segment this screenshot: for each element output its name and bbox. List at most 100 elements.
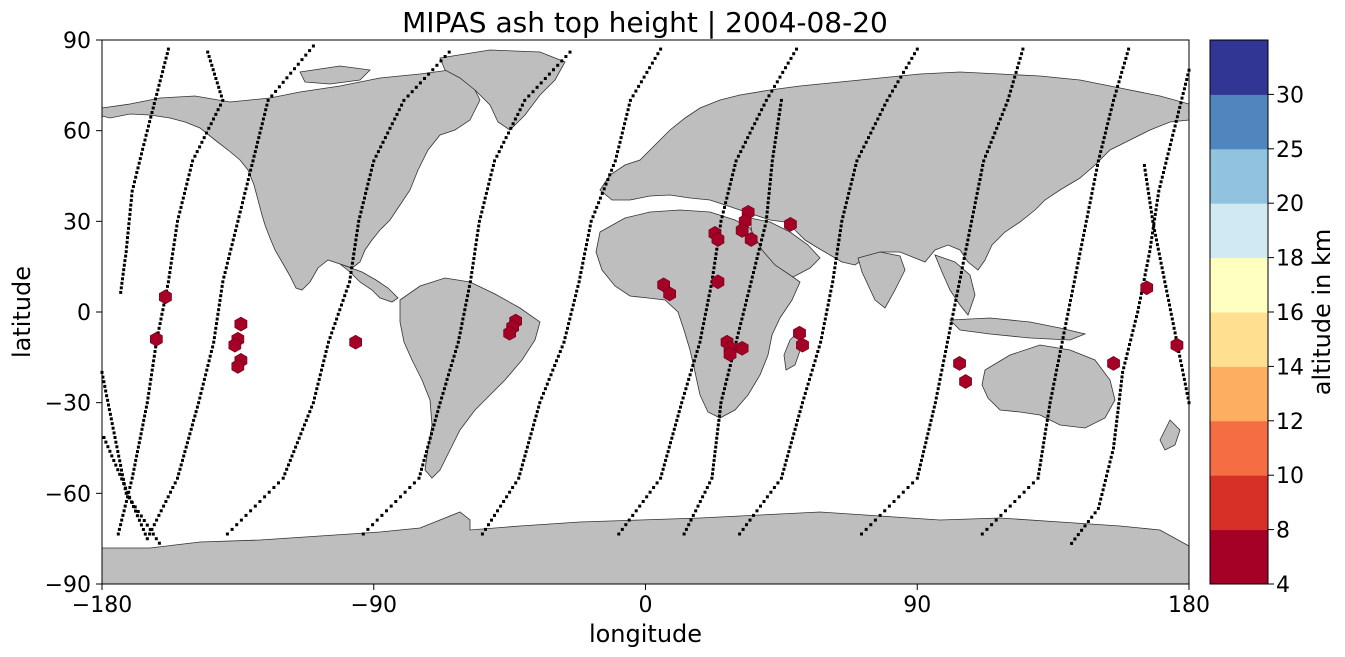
- track-point: [135, 171, 139, 174]
- track-point: [896, 80, 900, 84]
- ash-marker: [1140, 280, 1154, 296]
- track-point: [547, 377, 551, 381]
- track-point: [930, 414, 934, 418]
- track-point: [439, 59, 443, 63]
- track-point: [995, 126, 999, 130]
- track-point: [770, 164, 774, 167]
- track-point: [1139, 296, 1142, 300]
- track-point: [711, 467, 715, 471]
- track-point: [703, 490, 707, 494]
- track-point: [357, 219, 361, 223]
- track-point: [361, 532, 365, 536]
- track-point: [1156, 194, 1160, 198]
- track-point: [301, 427, 305, 431]
- track-point: [221, 98, 225, 102]
- track-point: [426, 445, 430, 449]
- track-point: [709, 284, 713, 288]
- track-point: [623, 122, 627, 126]
- track-point: [107, 408, 111, 412]
- track-point: [768, 187, 771, 191]
- track-point: [231, 238, 235, 242]
- track-point: [789, 56, 793, 60]
- track-point: [516, 112, 520, 116]
- track-point: [495, 154, 499, 158]
- track-point: [1004, 103, 1008, 107]
- track-point: [619, 136, 623, 140]
- track-point: [819, 340, 823, 344]
- track-point: [638, 504, 642, 508]
- track-point: [122, 268, 126, 272]
- track-point: [205, 131, 208, 135]
- track-point: [202, 136, 206, 140]
- track-point: [604, 182, 608, 186]
- track-point: [719, 405, 722, 409]
- track-point: [1045, 418, 1049, 422]
- track-point: [142, 519, 146, 522]
- track-point: [235, 224, 239, 228]
- track-point: [335, 317, 339, 321]
- track-point: [1149, 205, 1153, 209]
- track-point: [311, 401, 315, 405]
- track-point: [578, 275, 582, 279]
- track-point: [150, 373, 153, 377]
- track-point: [564, 55, 568, 58]
- track-point: [215, 317, 219, 321]
- track-point: [517, 476, 521, 480]
- track-point: [867, 136, 870, 140]
- track-point: [980, 168, 984, 172]
- track-point: [126, 495, 129, 499]
- track-point: [708, 481, 712, 485]
- track-point: [133, 463, 137, 467]
- track-point: [181, 458, 184, 462]
- track-point: [220, 284, 224, 288]
- track-point: [214, 326, 218, 330]
- track-point: [959, 275, 962, 279]
- track-point: [939, 373, 943, 377]
- track-point: [962, 257, 966, 260]
- track-point: [796, 418, 799, 422]
- track-point: [178, 210, 182, 214]
- track-point: [967, 233, 971, 237]
- track-point: [127, 222, 131, 226]
- track-point: [1157, 252, 1161, 256]
- track-point: [443, 55, 447, 58]
- track-point: [1065, 317, 1069, 321]
- track-point: [285, 76, 289, 80]
- track-point: [957, 284, 961, 288]
- track-point: [627, 103, 631, 107]
- track-point: [253, 504, 257, 508]
- track-point: [423, 77, 426, 80]
- track-point: [832, 271, 836, 274]
- track-point: [1128, 343, 1131, 346]
- track-point: [217, 85, 221, 89]
- track-point: [775, 80, 779, 84]
- track-point: [822, 322, 826, 326]
- track-point: [1075, 266, 1079, 270]
- track-point: [556, 354, 560, 358]
- track-point: [379, 145, 383, 149]
- track-point: [157, 326, 161, 330]
- track-point: [764, 98, 768, 102]
- track-point: [243, 191, 247, 195]
- track-point: [1041, 445, 1045, 449]
- track-point: [699, 336, 703, 340]
- track-point: [348, 280, 352, 284]
- track-point: [543, 77, 547, 80]
- track-point: [138, 157, 142, 161]
- track-point: [1159, 180, 1163, 184]
- track-point: [122, 263, 126, 267]
- track-point: [166, 47, 170, 51]
- track-point: [366, 182, 370, 186]
- track-point: [438, 401, 442, 405]
- track-point: [256, 140, 260, 144]
- track-point: [1115, 419, 1119, 423]
- track-point: [1171, 322, 1175, 326]
- track-point: [1116, 410, 1120, 414]
- track-point: [211, 68, 215, 72]
- track-point: [624, 523, 628, 527]
- colorbar-swatch: [1210, 366, 1268, 422]
- track-point: [719, 401, 723, 405]
- track-point: [1151, 219, 1155, 223]
- ash-marker: [796, 337, 809, 353]
- track-point: [383, 136, 387, 140]
